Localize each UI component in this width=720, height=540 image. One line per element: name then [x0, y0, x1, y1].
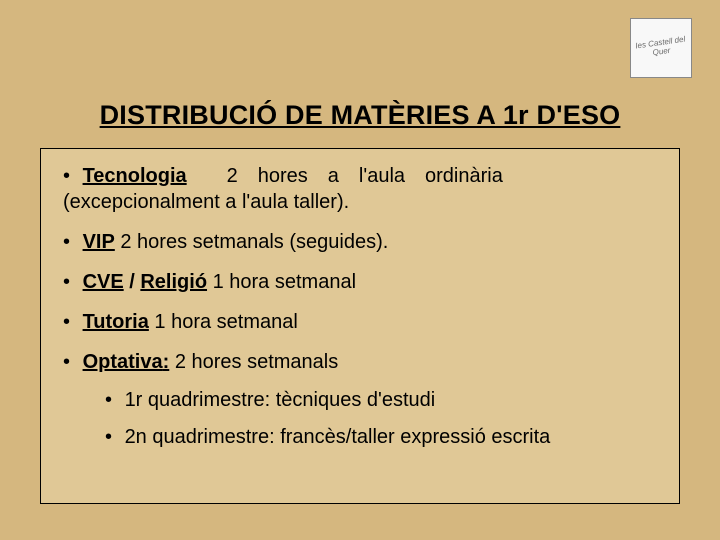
content-panel: • Tecnologia 2 hores a l'aula ordinària … [40, 148, 680, 504]
bullet-icon: • [63, 309, 77, 335]
item-text: 1 hora setmanal [207, 271, 356, 293]
bullet-icon: • [63, 269, 77, 295]
subitem-text: 1r quadrimestre: tècniques d'estudi [125, 389, 436, 411]
school-logo-text: Ies Castell del Quer [630, 35, 692, 61]
subitem-text: 2n quadrimestre: francès/taller expressi… [125, 426, 551, 448]
bullet-icon: • [63, 163, 77, 189]
item-text: 2 hores setmanals (seguides). [115, 231, 388, 253]
school-logo: Ies Castell del Quer [630, 18, 692, 78]
subject-label: Tutoria [83, 311, 149, 333]
item-vip: • VIP 2 hores setmanals (seguides). [63, 229, 657, 255]
item-cve-religio: • CVE / Religió 1 hora setmanal [63, 269, 657, 295]
item-optativa: • Optativa: 2 hores setmanals [63, 349, 657, 375]
subject-label: Religió [140, 271, 207, 293]
item-text: 2 hores a l'aula ordinària [227, 165, 503, 187]
item-text: 2 hores setmanals [169, 351, 338, 373]
subitem-q2: • 2n quadrimestre: francès/taller expres… [105, 426, 657, 449]
subitem-q1: • 1r quadrimestre: tècniques d'estudi [105, 389, 657, 412]
bullet-icon: • [105, 389, 119, 412]
subject-label: Optativa [83, 351, 163, 373]
item-tutoria: • Tutoria 1 hora setmanal [63, 309, 657, 335]
bullet-icon: • [105, 426, 119, 449]
page-title: DISTRIBUCIÓ DE MATÈRIES A 1r D'ESO [0, 100, 720, 131]
bullet-icon: • [63, 229, 77, 255]
subject-label: VIP [83, 231, 115, 253]
bullet-icon: • [63, 349, 77, 375]
subject-label: CVE [83, 271, 124, 293]
item-text-line2: (excepcionalment a l'aula taller). [63, 191, 349, 213]
subject-separator: / [124, 271, 141, 293]
subject-label: Tecnologia [83, 165, 187, 187]
item-text: 1 hora setmanal [149, 311, 298, 333]
item-tecnologia: • Tecnologia 2 hores a l'aula ordinària … [63, 163, 657, 215]
